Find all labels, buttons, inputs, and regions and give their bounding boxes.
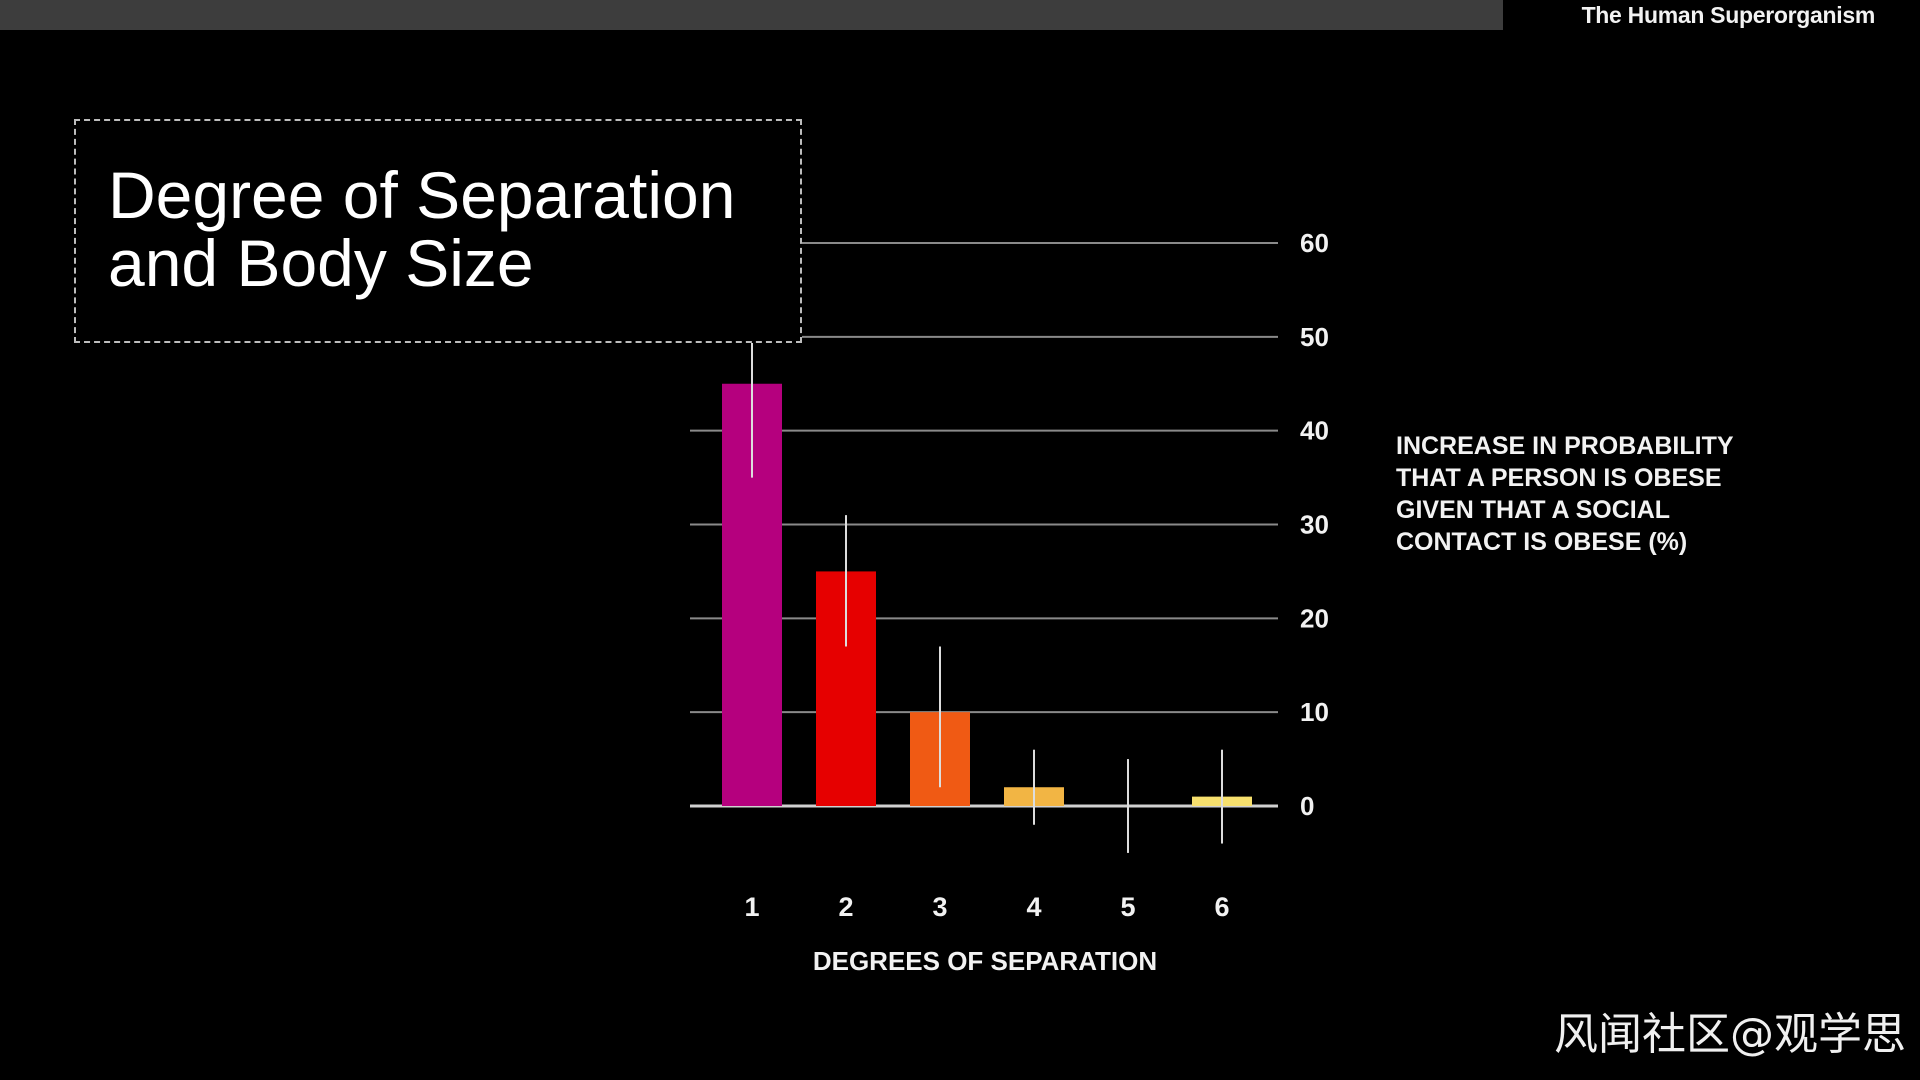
y-axis-label: INCREASE IN PROBABILITY THAT A PERSON IS… — [1396, 432, 1734, 556]
x-tick-label: 2 — [838, 892, 853, 922]
x-tick-label: 1 — [744, 892, 759, 922]
y-tick-label: 40 — [1300, 416, 1329, 446]
chart-title-box: Degree of Separation and Body Size — [74, 119, 802, 343]
watermark: 风闻社区@观学思 — [1554, 1009, 1906, 1060]
x-tick-label: 3 — [932, 892, 947, 922]
brand-label: The Human Superorganism — [1581, 2, 1876, 28]
y-tick-label: 0 — [1300, 791, 1314, 821]
x-tick-label: 6 — [1214, 892, 1229, 922]
y-tick-label: 50 — [1300, 322, 1329, 352]
y-tick-label: 60 — [1300, 228, 1329, 258]
chart-title: Degree of Separation and Body Size — [108, 158, 736, 300]
top-bar — [0, 0, 1503, 30]
x-tick-label: 4 — [1026, 892, 1041, 922]
y-tick-label: 30 — [1300, 510, 1329, 540]
x-axis-label: DEGREES OF SEPARATION — [813, 946, 1157, 976]
x-tick-label: 5 — [1120, 892, 1135, 922]
y-tick-label: 10 — [1300, 697, 1329, 727]
y-tick-label: 20 — [1300, 603, 1329, 633]
